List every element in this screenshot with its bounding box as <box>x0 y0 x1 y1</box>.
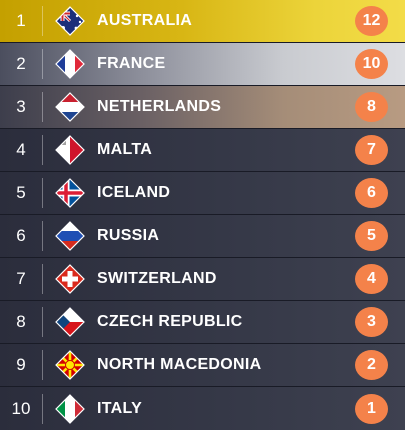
row-divider <box>42 92 43 122</box>
points-badge: 2 <box>355 350 388 380</box>
scoreboard-row: 6 RUSSIA 5 <box>0 215 405 258</box>
rank-number: 10 <box>11 398 31 418</box>
scoreboard-row: 4 MALTA 7 <box>0 129 405 172</box>
row-divider <box>42 221 43 251</box>
country-name: ITALY <box>97 399 143 417</box>
scoreboard-row: 3 NETHERLANDS 8 <box>0 86 405 129</box>
rank-number: 4 <box>16 140 26 159</box>
row-divider <box>42 49 43 79</box>
country-name: CZECH REPUBLIC <box>97 313 243 330</box>
row-divider <box>42 264 43 294</box>
scoreboard-row: 2 FRANCE 10 <box>0 43 405 86</box>
rank-number: 2 <box>16 54 26 73</box>
points-badge: 1 <box>355 393 388 424</box>
rank-number: 8 <box>16 312 26 331</box>
rank-number: 9 <box>16 355 26 374</box>
rank-number: 1 <box>16 11 26 30</box>
rank-number: 5 <box>16 183 26 202</box>
russia-flag-icon <box>55 221 85 251</box>
rank-number: 7 <box>16 269 26 288</box>
france-flag-icon <box>55 49 85 79</box>
scoreboard-row: 7 SWITZERLAND 4 <box>0 258 405 301</box>
country-name: NORTH MACEDONIA <box>97 356 262 373</box>
scoreboard-row: 8 CZECH REPUBLIC 3 <box>0 301 405 344</box>
country-name: FRANCE <box>97 55 166 72</box>
switzerland-flag-icon <box>55 264 85 294</box>
row-divider <box>42 307 43 337</box>
scoreboard-row: 9 NORTH MACEDONIA 2 <box>0 344 405 387</box>
row-divider <box>42 393 43 424</box>
scoreboard-row: 1 AUSTRALIA 12 <box>0 0 405 43</box>
points-badge: 8 <box>355 92 388 122</box>
malta-flag-icon <box>55 135 85 165</box>
country-name: MALTA <box>97 141 153 158</box>
scoreboard-row: 5 ICELAND 6 <box>0 172 405 215</box>
country-name: SWITZERLAND <box>97 270 217 287</box>
points-badge: 6 <box>355 178 388 208</box>
row-divider <box>42 135 43 165</box>
points-badge: 4 <box>355 264 388 294</box>
italy-flag-icon <box>55 393 85 424</box>
country-name: RUSSIA <box>97 227 160 244</box>
scoreboard-row: 10 ITALY 1 <box>0 387 405 430</box>
points-badge: 12 <box>355 6 388 36</box>
country-name: AUSTRALIA <box>97 12 193 29</box>
points-badge: 10 <box>355 49 388 79</box>
points-badge: 7 <box>355 135 388 165</box>
australia-flag-icon <box>55 6 85 36</box>
points-badge: 5 <box>355 221 388 251</box>
country-name: ICELAND <box>97 184 171 201</box>
row-divider <box>42 178 43 208</box>
rank-number: 6 <box>16 226 26 245</box>
iceland-flag-icon <box>55 178 85 208</box>
points-badge: 3 <box>355 307 388 337</box>
row-divider <box>42 350 43 380</box>
czech-flag-icon <box>55 307 85 337</box>
north-macedonia-flag-icon <box>55 350 85 380</box>
rank-number: 3 <box>16 97 26 116</box>
netherlands-flag-icon <box>55 92 85 122</box>
row-divider <box>42 6 43 36</box>
country-name: NETHERLANDS <box>97 98 222 115</box>
